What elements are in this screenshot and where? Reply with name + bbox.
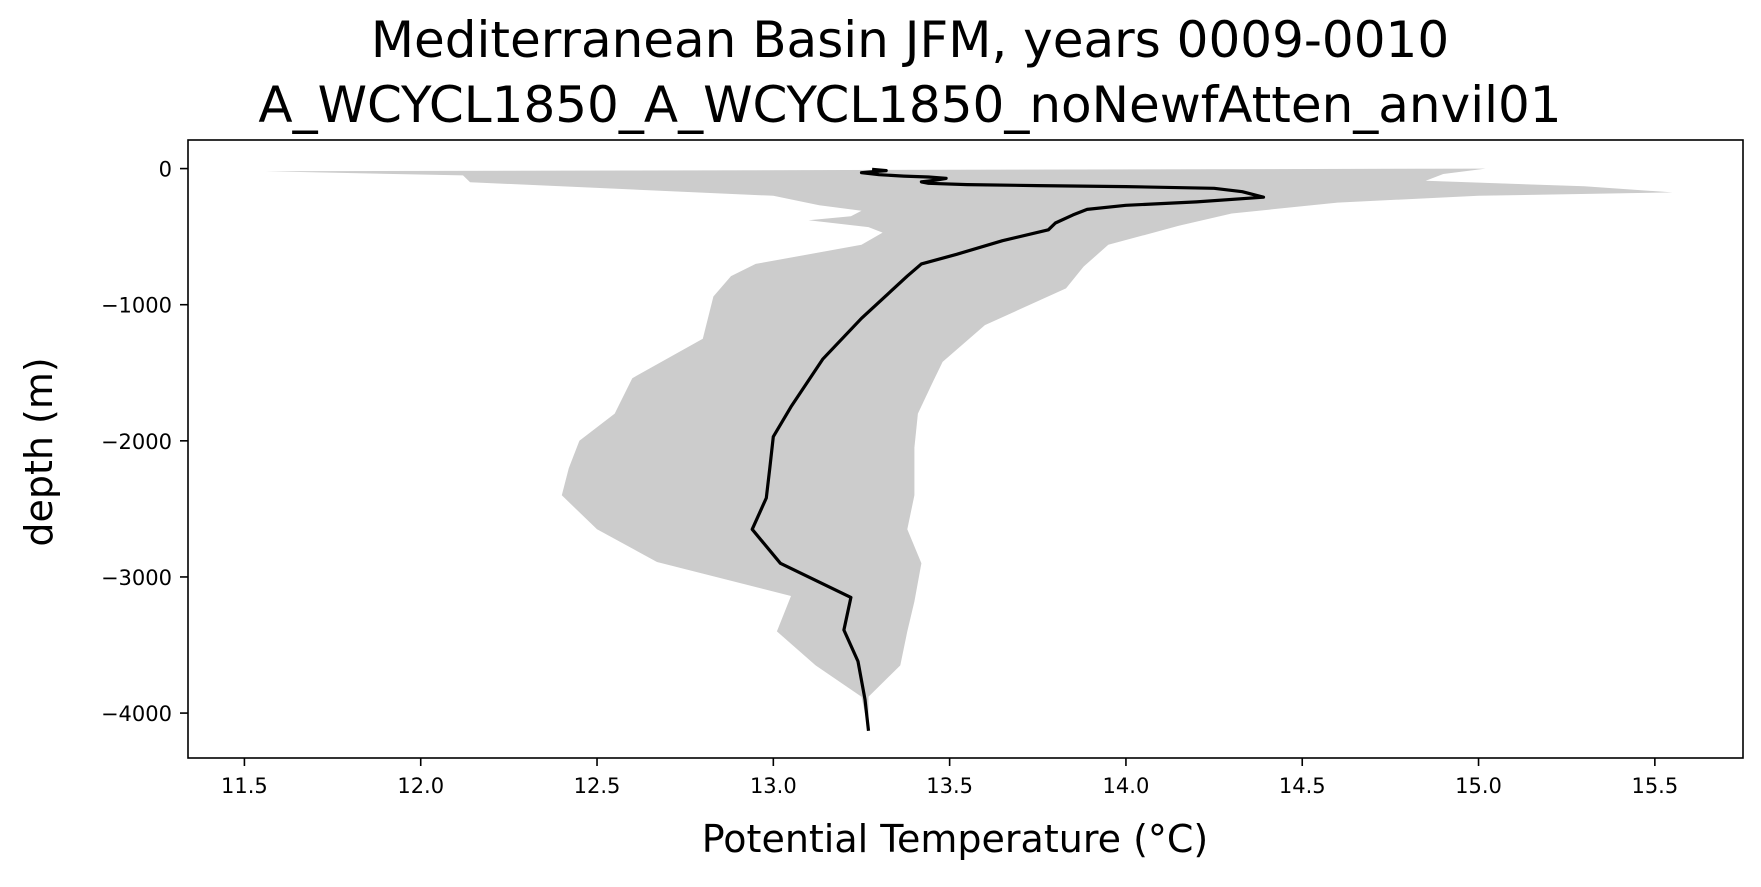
x-tick-label: 13.0 [750, 774, 797, 798]
mean-profile-line [750, 167, 1266, 731]
y-tick-label: −4000 [101, 702, 172, 726]
range-band [265, 168, 1673, 731]
y-tick-label: 0 [159, 158, 172, 182]
axes-frame [187, 139, 1744, 759]
y-tick-label: −2000 [101, 430, 172, 454]
y-tick-label: −1000 [101, 294, 172, 318]
y-tick-label: −3000 [101, 566, 172, 590]
x-tick-label: 11.5 [221, 774, 268, 798]
x-tick-label: 13.5 [926, 774, 973, 798]
x-tick-label: 12.5 [574, 774, 621, 798]
chart-title: Mediterranean Basin JFM, years 0009-0010 [371, 11, 1449, 69]
x-axis-label: Potential Temperature (°C) [702, 817, 1209, 861]
x-tick-label: 14.0 [1103, 774, 1150, 798]
x-tick-label: 15.0 [1455, 774, 1502, 798]
y-axis-label: depth (m) [17, 357, 61, 546]
x-tick-label: 12.0 [397, 774, 444, 798]
axes: 11.5 12.0 12.5 13.0 13.5 14.0 14.5 15.0 15.5 0 −10… [101, 139, 1744, 798]
chart-subtitle: A_WCYCL1850_A_WCYCL1850_noNewfAtten_anvi… [258, 76, 1561, 134]
x-tick-label: 14.5 [1279, 774, 1326, 798]
x-tick-label: 15.5 [1631, 774, 1678, 798]
plot-area [265, 167, 1673, 731]
